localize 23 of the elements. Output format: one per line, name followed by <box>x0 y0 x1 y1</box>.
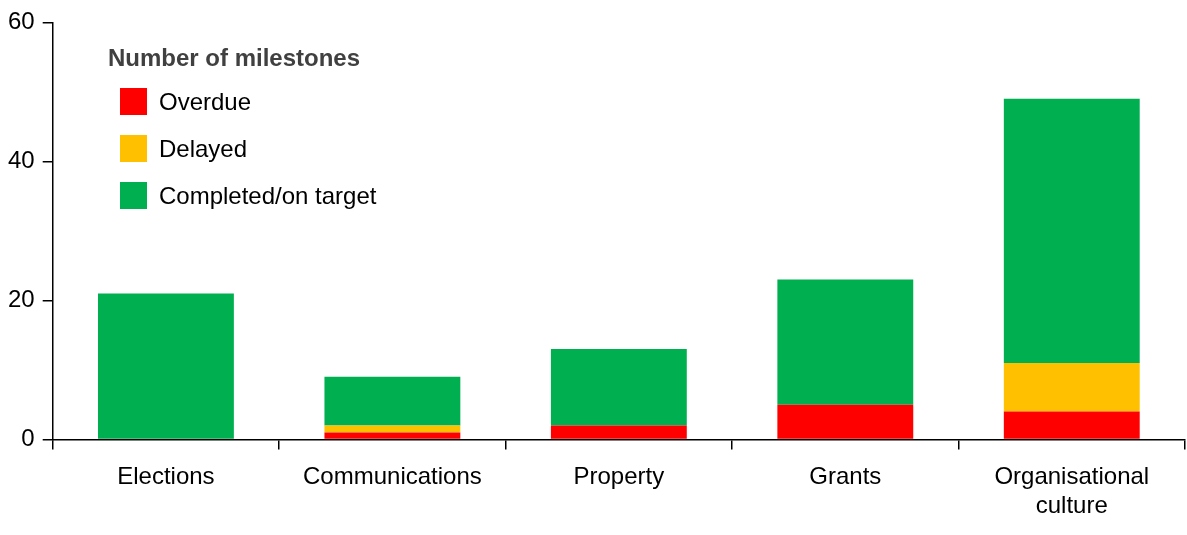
bar <box>97 293 234 439</box>
x-tick-label: Property <box>573 462 665 490</box>
x-tick-label: Communications <box>303 462 482 490</box>
legend-label: Completed/on target <box>159 181 377 210</box>
bar <box>550 425 687 439</box>
bar <box>324 432 461 439</box>
x-tick-label: Grants <box>809 462 882 490</box>
legend-label: Overdue <box>159 87 252 116</box>
x-tick-label: Organisational culture <box>994 462 1150 519</box>
bar <box>1003 411 1140 439</box>
bar <box>1003 362 1140 412</box>
y-tick-label: 20 <box>7 285 35 313</box>
bar <box>550 349 687 426</box>
bar <box>777 279 914 405</box>
bar <box>324 376 461 426</box>
y-tick-label: 40 <box>7 146 35 174</box>
bar <box>1003 98 1140 363</box>
bar <box>777 404 914 439</box>
y-tick-label: 0 <box>21 424 35 452</box>
legend-title: Number of milestones <box>108 44 362 72</box>
legend-label: Delayed <box>159 134 248 163</box>
y-tick-label: 60 <box>7 7 35 35</box>
x-tick-label: Elections <box>117 462 215 490</box>
